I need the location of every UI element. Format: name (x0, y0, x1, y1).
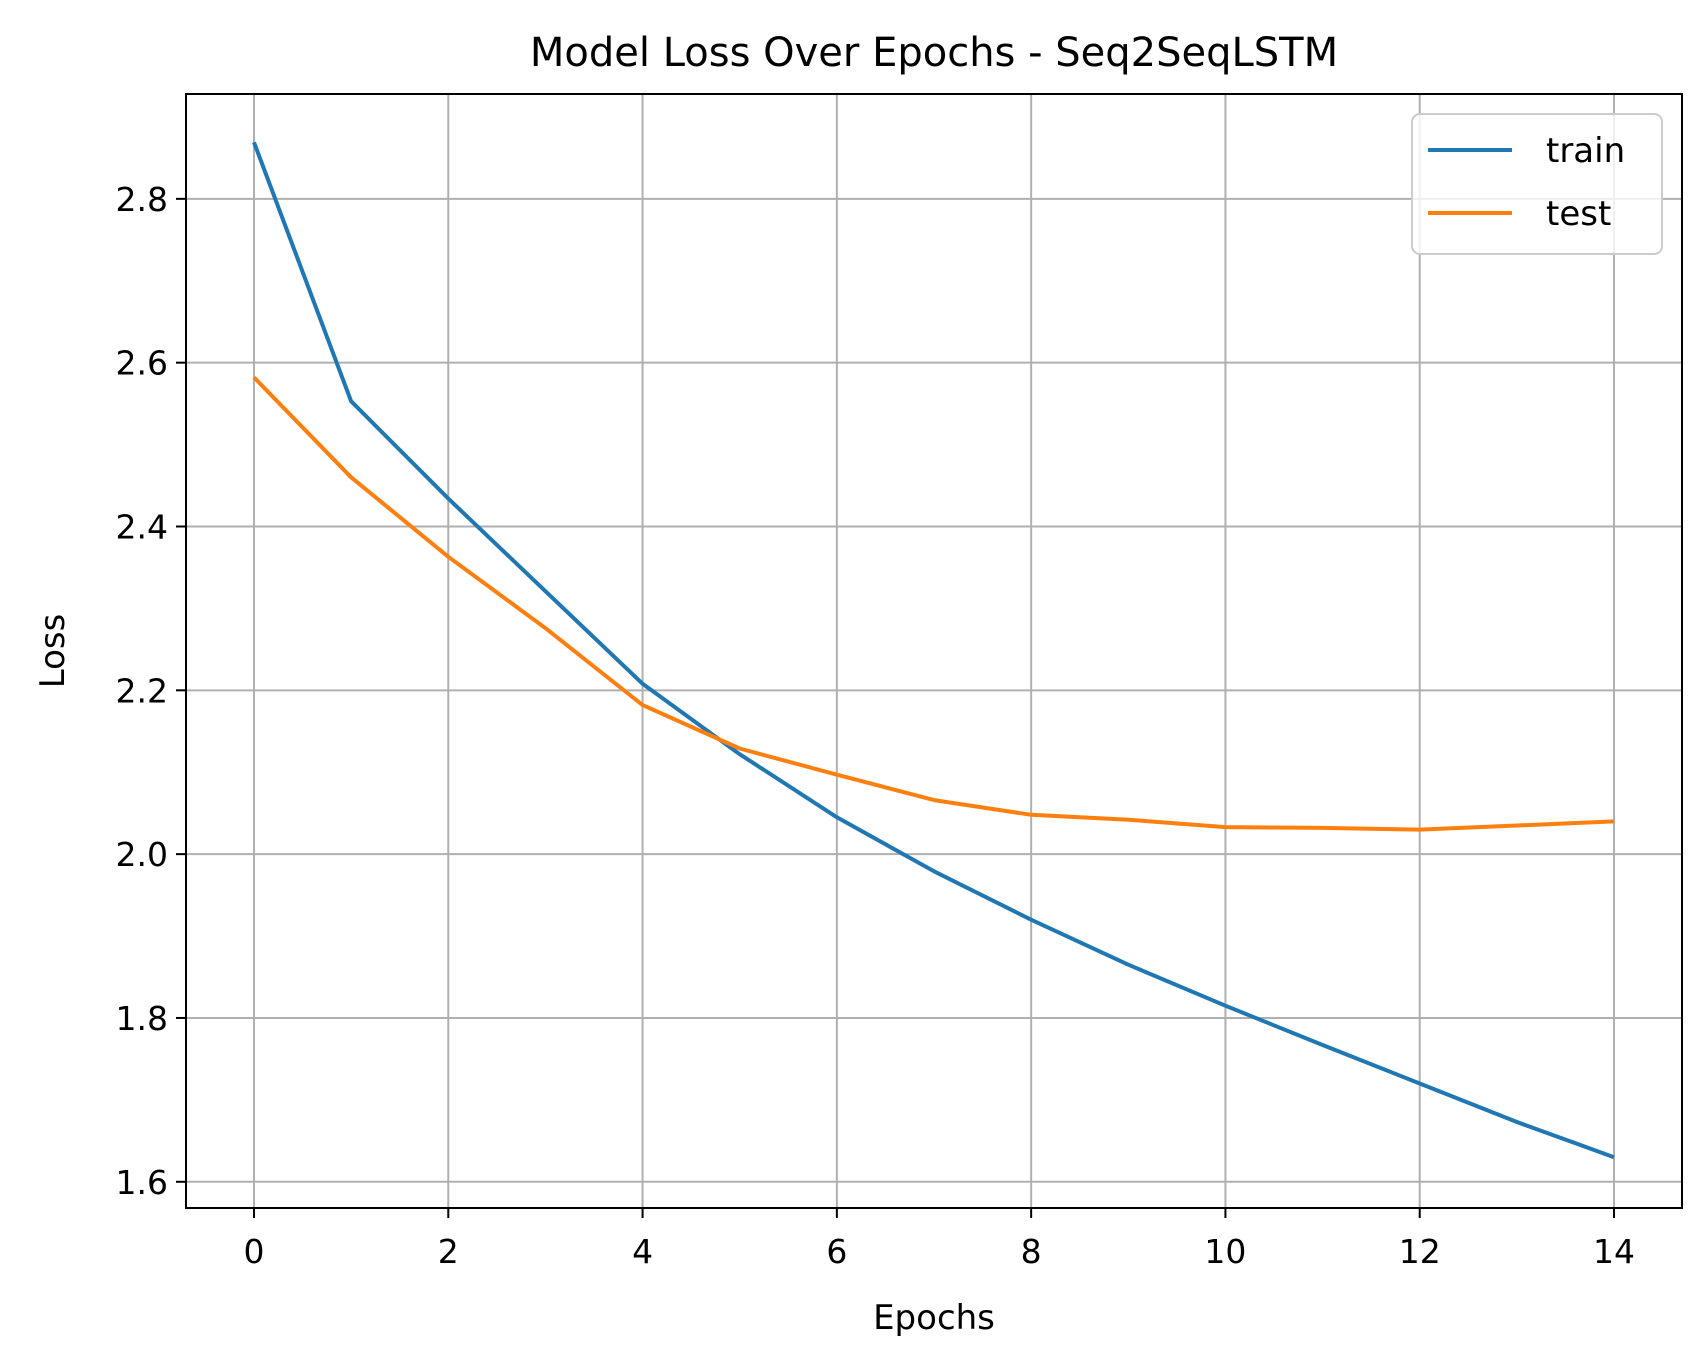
series-line-train (252, 141, 1615, 1160)
chart-title: Model Loss Over Epochs - Seq2SeqLSTM (530, 30, 1338, 76)
x-tick-label: 2 (438, 1232, 459, 1271)
y-tick-label: 2.4 (116, 507, 168, 546)
x-tick-label: 4 (632, 1232, 653, 1271)
y-tick-label: 1.8 (116, 999, 168, 1038)
x-tick-label: 0 (244, 1232, 265, 1271)
x-tick-label: 10 (1204, 1232, 1246, 1271)
x-tick-label: 12 (1399, 1232, 1441, 1271)
legend-label-train: train (1546, 131, 1625, 171)
y-tick-label: 2.0 (116, 835, 168, 874)
x-tick-label: 14 (1593, 1232, 1635, 1271)
legend: train test (1411, 113, 1663, 255)
series-line-test (252, 376, 1615, 832)
y-tick-label: 2.6 (116, 344, 168, 383)
plot-area-frame (185, 93, 1683, 1209)
y-tick-label: 2.2 (116, 671, 168, 710)
grid-lines (186, 94, 1682, 1208)
series-lines (252, 141, 1615, 1160)
y-tick-label: 2.8 (116, 180, 168, 219)
x-tick-label: 6 (826, 1232, 847, 1271)
axis-ticks: 0 2 4 6 8 10 12 14 1.6 1.8 2.0 2.2 2.4 2.6 2.8 (116, 180, 1635, 1271)
y-tick-label: 1.6 (116, 1163, 168, 1202)
x-axis-label: Epochs (873, 1298, 995, 1338)
legend-label-test: test (1546, 194, 1611, 234)
y-axis-label: Loss (33, 614, 73, 689)
x-tick-label: 8 (1021, 1232, 1042, 1271)
